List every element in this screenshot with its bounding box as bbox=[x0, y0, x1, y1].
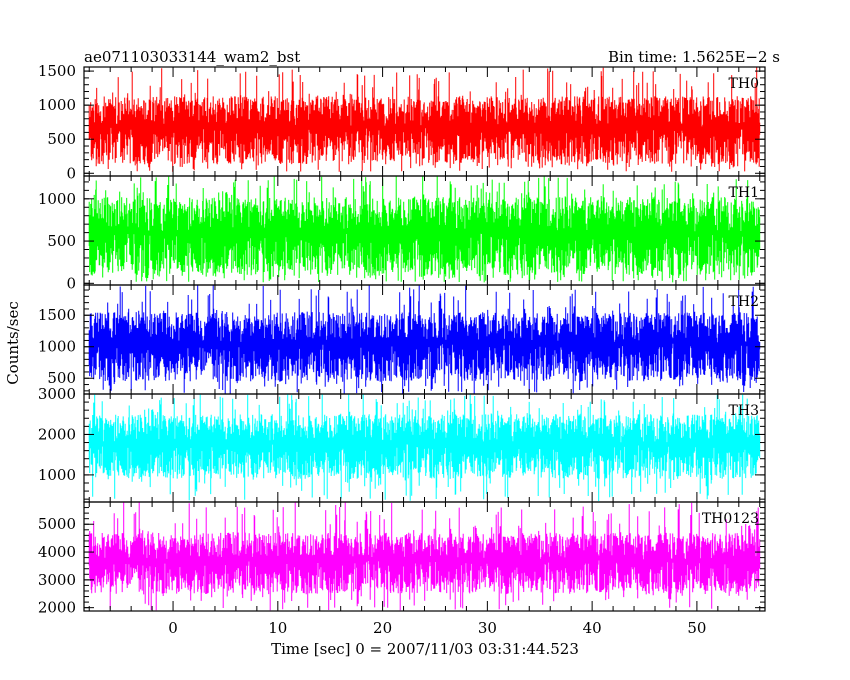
y-tick-label: 5000 bbox=[38, 515, 76, 533]
y-tick-label: 1500 bbox=[38, 62, 76, 80]
x-tick-label: 50 bbox=[687, 619, 706, 637]
series-th1 bbox=[88, 176, 761, 283]
panel-label-th0123: TH0123 bbox=[702, 511, 759, 527]
y-tick-label: 0 bbox=[66, 274, 76, 292]
series-th0123 bbox=[88, 502, 761, 611]
y-tick-label: 2000 bbox=[38, 599, 76, 617]
chart-title-left: ae071103033144_wam2_bst bbox=[84, 48, 300, 66]
y-tick-label: 500 bbox=[47, 232, 76, 250]
x-axis-label: Time [sec] 0 = 2007/11/03 03:31:44.523 bbox=[271, 640, 579, 658]
x-tick-label: 40 bbox=[583, 619, 602, 637]
panel-th3: 1000 2000 3000 TH3 bbox=[38, 385, 766, 503]
y-tick-label: 4000 bbox=[38, 543, 76, 561]
chart-title-right: Bin time: 1.5625E−2 s bbox=[608, 48, 780, 66]
y-tick-label: 1000 bbox=[38, 96, 76, 114]
panel-label-th2: TH2 bbox=[729, 294, 759, 310]
y-tick-label: 1000 bbox=[38, 190, 76, 208]
series-th0 bbox=[88, 67, 761, 172]
panel-label-th1: TH1 bbox=[729, 185, 759, 201]
panel-th0123: 2000 3000 4000 5000 TH0123 bbox=[38, 501, 766, 617]
x-tick-label: 10 bbox=[268, 619, 287, 637]
panel-label-th3: TH3 bbox=[729, 403, 759, 419]
panel-label-th0: TH0 bbox=[729, 76, 759, 92]
y-axis-label: Counts/sec bbox=[4, 301, 22, 385]
y-tick-label: 0 bbox=[66, 164, 76, 182]
y-tick-label: 2000 bbox=[38, 425, 76, 443]
y-tick-label: 1500 bbox=[38, 306, 76, 324]
x-tick-label: 20 bbox=[373, 619, 392, 637]
x-tick-label: 0 bbox=[168, 619, 178, 637]
y-tick-label: 3000 bbox=[38, 571, 76, 589]
series-th2 bbox=[88, 285, 761, 394]
y-tick-label: 500 bbox=[47, 130, 76, 148]
x-tick-label: 30 bbox=[478, 619, 497, 637]
series-th3 bbox=[88, 394, 761, 501]
y-tick-label: 1000 bbox=[38, 338, 76, 356]
panel-th1: 0 500 1000 TH1 bbox=[38, 175, 766, 292]
panel-th2: 500 1000 1500 TH2 bbox=[38, 284, 766, 395]
y-tick-label: 1000 bbox=[38, 466, 76, 484]
y-tick-label: 500 bbox=[47, 369, 76, 387]
panel-th0: 0 500 1000 1500 TH0 bbox=[38, 62, 766, 182]
y-tick-label: 3000 bbox=[38, 385, 76, 403]
